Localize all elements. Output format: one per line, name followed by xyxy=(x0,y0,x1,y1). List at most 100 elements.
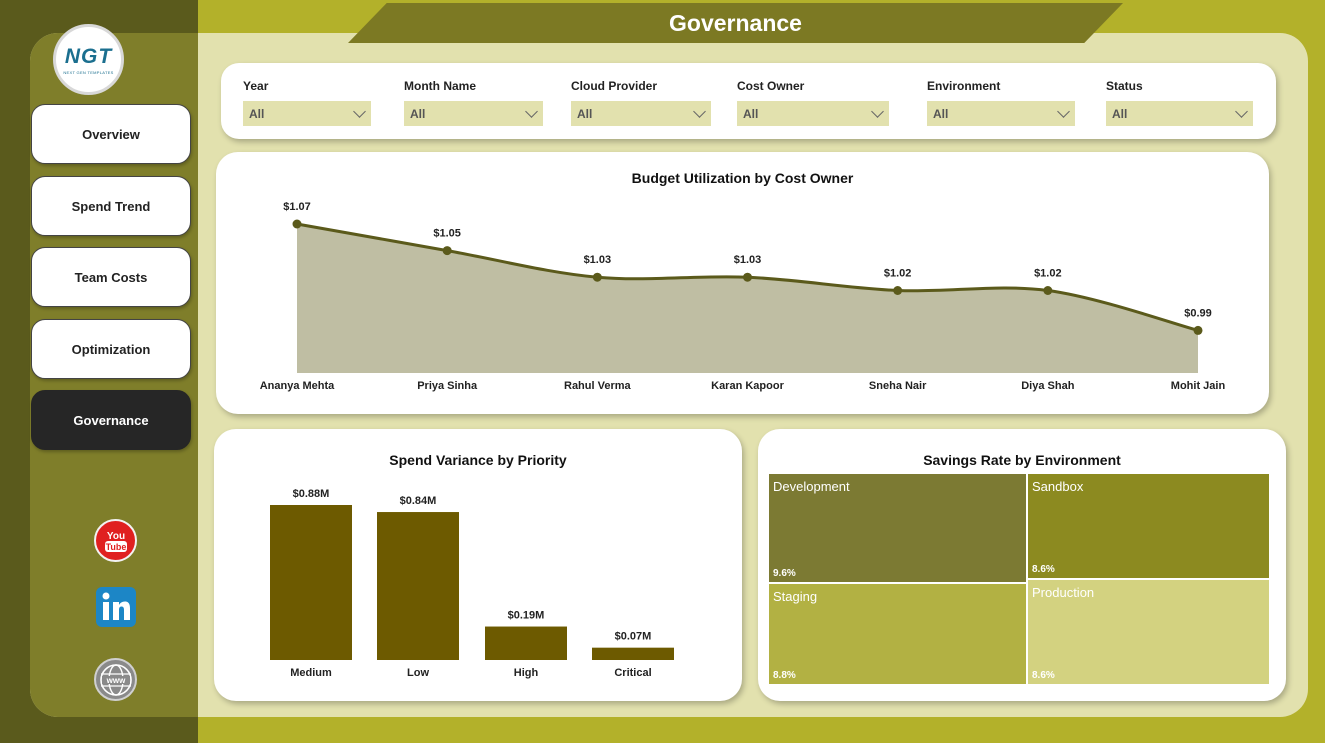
data-point xyxy=(292,219,302,229)
filter-cost-owner-dropdown[interactable]: All xyxy=(737,101,889,126)
treemap-value: 8.8% xyxy=(773,670,796,681)
x-tick-label: Critical xyxy=(614,667,651,679)
logo-subtitle: NEXT GEN TEMPLATES xyxy=(63,69,114,75)
treemap-cell-development[interactable]: Development 9.6% xyxy=(768,473,1027,583)
filter-cloud-provider-dropdown[interactable]: All xyxy=(571,101,711,126)
page-title-banner: Governance xyxy=(348,3,1123,43)
chevron-down-icon xyxy=(525,104,538,118)
x-tick-label: Rahul Verma xyxy=(564,380,632,392)
bar xyxy=(485,626,567,660)
nav-spend-trend-button[interactable]: Spend Trend xyxy=(31,176,191,236)
page-title: Governance xyxy=(669,9,802,36)
linkedin-icon[interactable] xyxy=(94,585,137,628)
chevron-down-icon xyxy=(353,104,366,118)
nav-label: Team Costs xyxy=(74,269,148,285)
nav-label: Optimization xyxy=(71,341,151,357)
svg-text:www: www xyxy=(105,676,125,685)
nav-governance-button[interactable]: Governance xyxy=(31,390,191,450)
nav-label: Spend Trend xyxy=(71,198,151,214)
filter-value: All xyxy=(577,106,593,121)
data-point xyxy=(442,246,452,256)
data-label: $1.03 xyxy=(734,254,762,266)
data-point xyxy=(743,272,752,282)
treemap-cell-sandbox[interactable]: Sandbox 8.6% xyxy=(1027,473,1270,579)
treemap-value: 8.6% xyxy=(1032,670,1055,681)
filter-year[interactable]: Year All xyxy=(243,79,371,126)
bar xyxy=(270,505,352,660)
x-tick-label: Karan Kapoor xyxy=(711,380,784,392)
data-label: $1.05 xyxy=(433,228,461,240)
www-globe-icon[interactable]: www xyxy=(94,658,137,701)
treemap-cell-staging[interactable]: Staging 8.8% xyxy=(768,583,1027,685)
nav-label: Overview xyxy=(82,126,140,142)
filter-year-dropdown[interactable]: All xyxy=(243,101,371,126)
data-label: $1.07 xyxy=(283,201,311,213)
nav-overview-button[interactable]: Overview xyxy=(31,104,191,164)
chart-title: Budget Utilization by Cost Owner xyxy=(631,170,854,186)
chevron-down-icon xyxy=(1057,104,1070,118)
filter-month-dropdown[interactable]: All xyxy=(404,101,543,126)
filter-label: Environment xyxy=(927,79,1001,93)
filter-cloud-provider[interactable]: Cloud Provider All xyxy=(571,79,711,126)
svg-text:Tube: Tube xyxy=(105,542,126,552)
filter-value: All xyxy=(743,106,759,121)
filter-label: Month Name xyxy=(404,79,476,93)
x-tick-label: High xyxy=(514,667,539,679)
x-tick-label: Sneha Nair xyxy=(869,380,927,392)
logo-text: NGT xyxy=(64,44,113,68)
treemap-value: 8.6% xyxy=(1032,564,1055,575)
logo: NGT NEXT GEN TEMPLATES xyxy=(53,24,124,95)
filter-value: All xyxy=(249,106,265,121)
filter-label: Cost Owner xyxy=(737,79,805,93)
data-label: $0.99 xyxy=(1184,307,1212,319)
linkedin-glyph xyxy=(95,586,136,627)
savings-treemap: Development 9.6% Sandbox 8.6% Staging 8.… xyxy=(768,473,1270,685)
bar xyxy=(377,512,459,660)
treemap-value: 9.6% xyxy=(773,568,796,579)
chevron-down-icon xyxy=(693,104,706,118)
treemap-label: Sandbox xyxy=(1032,479,1084,494)
svg-text:You: You xyxy=(106,531,124,542)
treemap-label: Development xyxy=(773,479,850,494)
bar-value-label: $0.88M xyxy=(293,488,330,500)
bar xyxy=(592,647,674,660)
bar-value-label: $0.07M xyxy=(615,631,652,643)
chevron-down-icon xyxy=(1235,104,1248,118)
nav-label: Governance xyxy=(73,412,149,428)
filter-environment-dropdown[interactable]: All xyxy=(927,101,1075,126)
filter-value: All xyxy=(933,106,949,121)
bar-value-label: $0.19M xyxy=(508,610,545,622)
filter-value: All xyxy=(1112,106,1128,121)
youtube-glyph: You Tube xyxy=(104,531,127,552)
x-tick-label: Diya Shah xyxy=(1021,380,1074,392)
area-fill xyxy=(297,224,1198,373)
nav-optimization-button[interactable]: Optimization xyxy=(31,319,191,379)
x-tick-label: Low xyxy=(407,667,429,679)
data-label: $1.02 xyxy=(1034,268,1062,280)
chevron-down-icon xyxy=(871,104,884,118)
filter-environment[interactable]: Environment All xyxy=(927,79,1075,126)
youtube-icon[interactable]: You Tube xyxy=(94,519,137,562)
spend-variance-chart: $0.88M Medium $0.84M Low $0.19M High $0.07M Cri… xyxy=(270,488,674,679)
x-tick-label: Medium xyxy=(290,667,332,679)
filter-status-dropdown[interactable]: All xyxy=(1106,101,1253,126)
budget-utilization-card: Budget Utilization by Cost Owner $1.07 An… xyxy=(216,152,1269,414)
data-point xyxy=(592,272,602,282)
data-point xyxy=(1193,325,1203,335)
data-label: $1.02 xyxy=(884,268,912,280)
nav-team-costs-button[interactable]: Team Costs xyxy=(31,247,191,307)
filter-month-name[interactable]: Month Name All xyxy=(404,79,543,126)
globe-glyph: www xyxy=(99,663,132,696)
x-tick-label: Priya Sinha xyxy=(417,380,478,392)
chart-title: Spend Variance by Priority xyxy=(389,452,567,468)
filter-cost-owner[interactable]: Cost Owner All xyxy=(737,79,889,126)
treemap-cell-production[interactable]: Production 8.6% xyxy=(1027,579,1270,685)
savings-rate-card: Savings Rate by Environment Development … xyxy=(758,429,1286,701)
x-tick-label: Mohit Jain xyxy=(1171,380,1226,392)
x-tick-label: Ananya Mehta xyxy=(260,380,335,392)
filter-status[interactable]: Status All xyxy=(1106,79,1253,126)
treemap-label: Production xyxy=(1032,585,1095,600)
filter-bar: Year All Month Name All Cloud Provider A… xyxy=(221,63,1276,139)
filter-value: All xyxy=(410,106,426,121)
spend-variance-card: Spend Variance by Priority $0.88M Medium $… xyxy=(214,429,742,701)
